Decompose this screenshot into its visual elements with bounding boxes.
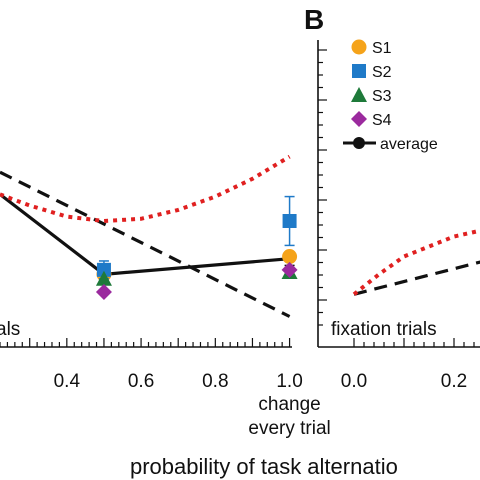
legend-label-s2: S2 — [372, 64, 392, 81]
panel-a-annotation: als — [0, 319, 20, 340]
series-line-dashed-1 — [0, 170, 291, 318]
legend-marker-s2 — [352, 64, 366, 78]
marker-s4-1 — [281, 261, 298, 278]
legend-marker-s1 — [351, 39, 367, 55]
legend-label-s1: S1 — [372, 40, 392, 57]
legend-marker-s3 — [351, 87, 367, 102]
series-line-average — [0, 193, 290, 276]
x-tick-label-a-1.0: 1.0 — [276, 371, 302, 392]
x-tick-label-a-0.6: 0.6 — [128, 371, 154, 392]
marker-s1-1 — [282, 249, 298, 265]
series-line-b-dotted — [352, 228, 480, 296]
x-tick-label-b-0.2: 0.2 — [441, 371, 467, 392]
legend-label-s3: S3 — [372, 88, 392, 105]
legend-label-average: average — [380, 136, 438, 153]
x-tick-label-a-0.4: 0.4 — [54, 371, 81, 392]
x-extra-label-line2: every trial — [248, 418, 330, 439]
x-axis-title: probability of task alternatio — [130, 454, 398, 479]
legend-marker-s4 — [351, 111, 367, 127]
panel-b-annotation: fixation trials — [331, 319, 437, 340]
series-line-b-dashed — [353, 260, 480, 296]
marker-s2-1 — [282, 214, 297, 228]
panel-b: 0.0 0.2 fixation trials S1 S2 S3 S4 average — [317, 39, 480, 392]
legend: S1 S2 S3 S4 average — [343, 39, 438, 153]
legend-label-s4: S4 — [372, 112, 392, 129]
legend-marker-average — [353, 137, 365, 149]
x-tick-label-b-0.0: 0.0 — [341, 371, 367, 392]
marker-s3-0 — [95, 270, 112, 286]
series-line-dotted-2 — [0, 154, 291, 224]
x-tick-label-a-0.8: 0.8 — [202, 371, 228, 392]
marker-s2-0 — [96, 262, 111, 277]
marker-s4-0 — [95, 284, 112, 301]
panel-letter-b: B — [304, 4, 324, 35]
x-extra-label-line1: change — [258, 394, 320, 415]
